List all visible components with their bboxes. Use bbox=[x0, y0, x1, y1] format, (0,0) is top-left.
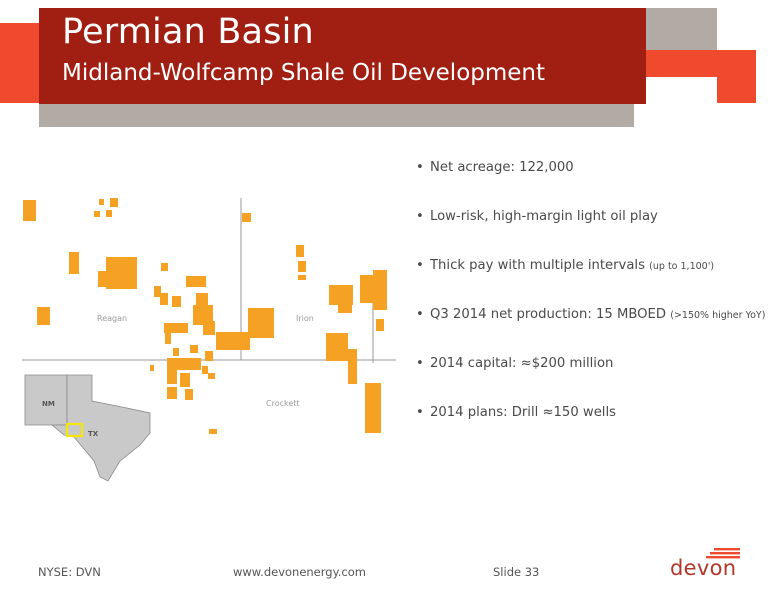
bullet-item: • Net acreage: 122,000 bbox=[416, 160, 776, 209]
acreage-block bbox=[209, 429, 217, 434]
logo-mark-icon bbox=[706, 548, 740, 559]
acreage-block bbox=[203, 321, 215, 335]
acreage-block bbox=[185, 389, 193, 400]
bullet-text: Low-risk, high-margin light oil play bbox=[430, 209, 658, 224]
bullet-dot: • bbox=[416, 160, 424, 175]
header-accent-red-right bbox=[717, 50, 756, 103]
bullet-dot: • bbox=[416, 209, 424, 224]
acreage-block bbox=[161, 263, 168, 271]
acreage-block bbox=[167, 387, 177, 399]
acreage-block bbox=[186, 276, 206, 287]
acreage-block bbox=[165, 332, 171, 344]
bullet-item: • 2014 capital: ≈$200 million bbox=[416, 356, 776, 405]
header-accent-red-left bbox=[0, 23, 40, 103]
acreage-block bbox=[373, 270, 387, 310]
bullet-text: 2014 capital: ≈$200 million bbox=[430, 356, 614, 371]
bullet-item: • 2014 plans: Drill ≈150 wells bbox=[416, 405, 776, 454]
acreage-block bbox=[167, 370, 177, 384]
title-block bbox=[39, 8, 646, 104]
acreage-block bbox=[242, 213, 251, 222]
acreage-block bbox=[94, 211, 100, 217]
header-accent-gray-bar bbox=[39, 103, 634, 127]
bullet-item: • Q3 2014 net production: 15 MBOED (>150%… bbox=[416, 307, 776, 356]
acreage-block bbox=[338, 295, 352, 313]
inset-locator-map: NM TX bbox=[24, 374, 151, 482]
acreage-block bbox=[298, 261, 306, 272]
acreage-block bbox=[37, 307, 50, 325]
acreage-block bbox=[365, 383, 381, 433]
acreage-block bbox=[205, 351, 213, 361]
devon-logo: devon bbox=[670, 556, 737, 580]
inset-label-nm: NM bbox=[42, 400, 55, 408]
footer-ticker: NYSE: DVN bbox=[38, 565, 101, 579]
bullet-list: • Net acreage: 122,000 • Low-risk, high-ma… bbox=[416, 160, 776, 454]
acreage-block bbox=[99, 199, 104, 205]
acreage-block bbox=[106, 210, 112, 217]
acreage-block bbox=[69, 252, 79, 274]
acreage-block bbox=[348, 349, 357, 384]
inset-highlight-box bbox=[65, 422, 84, 438]
footer-slide-number: Slide 33 bbox=[493, 565, 540, 579]
acreage-block bbox=[172, 296, 181, 307]
acreage-block bbox=[167, 358, 201, 370]
footer-website[interactable]: www.devonenergy.com bbox=[233, 565, 366, 579]
county-label-irion: Irion bbox=[296, 314, 314, 323]
bullet-dot: • bbox=[416, 307, 424, 322]
slide-title: Permian Basin bbox=[62, 12, 314, 52]
acreage-block bbox=[376, 319, 384, 331]
bullet-item: • Thick pay with multiple intervals (up t… bbox=[416, 258, 776, 307]
acreage-block bbox=[202, 366, 208, 374]
bullet-dot: • bbox=[416, 405, 424, 420]
bullet-text: 2014 plans: Drill ≈150 wells bbox=[430, 405, 617, 420]
acreage-block bbox=[173, 348, 179, 356]
state-shape-tx bbox=[50, 374, 151, 482]
acreage-block bbox=[110, 198, 118, 207]
acreage-block bbox=[208, 373, 215, 379]
acreage-block bbox=[23, 200, 36, 221]
header-accent-gray-top bbox=[646, 8, 717, 50]
inset-label-tx: TX bbox=[88, 430, 99, 438]
acreage-block bbox=[196, 293, 208, 305]
acreage-block bbox=[193, 305, 213, 325]
bullet-text: Q3 2014 net production: 15 MBOED bbox=[430, 307, 667, 322]
slide-subtitle: Midland-Wolfcamp Shale Oil Development bbox=[62, 60, 546, 86]
county-labels: Reagan Irion Crockett bbox=[97, 314, 314, 408]
bullet-dot: • bbox=[416, 258, 424, 273]
acreage-block bbox=[98, 271, 108, 287]
acreage-block bbox=[298, 275, 306, 280]
acreage-block bbox=[106, 257, 137, 289]
acreage-block bbox=[150, 365, 154, 371]
acreage-block bbox=[326, 333, 348, 361]
header-accent-red-right-inner bbox=[646, 50, 717, 77]
county-label-crockett: Crockett bbox=[266, 399, 300, 408]
acreage-block bbox=[216, 332, 250, 350]
acreage-block bbox=[180, 373, 190, 387]
acreage-map: Reagan Irion Crockett NM TX bbox=[22, 198, 396, 482]
acreage-block bbox=[190, 345, 198, 353]
acreage-block bbox=[164, 323, 188, 333]
bullet-note: (>150% higher YoY) bbox=[670, 310, 766, 321]
bullet-text: Net acreage: 122,000 bbox=[430, 160, 574, 175]
acreage-block bbox=[160, 293, 168, 305]
bullet-note: (up to 1,100') bbox=[649, 261, 715, 272]
bullet-text: Thick pay with multiple intervals bbox=[430, 258, 645, 273]
bullet-dot: • bbox=[416, 356, 424, 371]
county-label-reagan: Reagan bbox=[97, 314, 127, 323]
acreage-blocks bbox=[23, 198, 387, 434]
acreage-block bbox=[154, 286, 161, 297]
acreage-block bbox=[248, 308, 274, 338]
acreage-block bbox=[296, 245, 304, 257]
bullet-item: • Low-risk, high-margin light oil play bbox=[416, 209, 776, 258]
